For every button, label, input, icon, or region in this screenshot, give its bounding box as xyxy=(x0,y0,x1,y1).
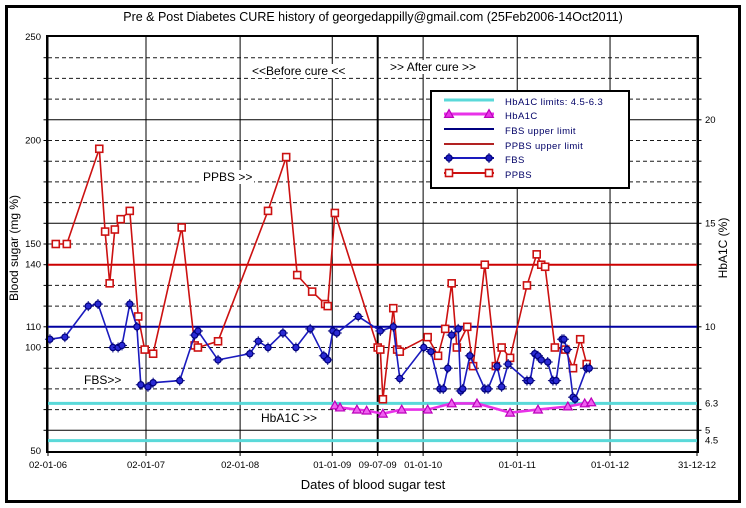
svg-text:02-01-06: 02-01-06 xyxy=(29,460,67,471)
svg-text:01-01-12: 01-01-12 xyxy=(591,460,629,471)
before-cure-annotation: <<Before cure << xyxy=(250,64,348,78)
legend-item-hba1c: HbA1C xyxy=(432,107,628,126)
legend-sample-5 xyxy=(440,166,498,185)
hba1c-pointer-annotation: HbA1C >> xyxy=(259,411,320,425)
svg-text:50: 50 xyxy=(30,446,41,457)
legend-sample-3 xyxy=(440,137,498,156)
y-axis-label-right: HbA1C (%) xyxy=(716,217,730,279)
legend-item-ppbs: PPBS xyxy=(432,168,628,183)
svg-text:250: 250 xyxy=(25,32,41,43)
ppbs-pointer-annotation: PPBS >> xyxy=(201,170,255,184)
legend-sample-0 xyxy=(440,93,498,112)
legend-sample-2 xyxy=(440,122,498,141)
svg-text:02-01-08: 02-01-08 xyxy=(221,460,259,471)
hba1c-series xyxy=(329,396,597,418)
svg-text:02-01-07: 02-01-07 xyxy=(127,460,165,471)
legend-label: HbA1C limits: 4.5-6.3 xyxy=(505,96,604,108)
fbs-pointer-annotation: FBS>> xyxy=(82,373,124,387)
svg-text:10: 10 xyxy=(705,322,716,333)
legend-item-hba1c-limits: HbA1C limits: 4.5-6.3 xyxy=(432,95,628,110)
legend-label: FBS upper limit xyxy=(505,125,576,137)
ppbs-series xyxy=(51,144,591,404)
chart-title: Pre & Post Diabetes CURE history of geor… xyxy=(123,10,623,24)
svg-text:200: 200 xyxy=(25,136,41,147)
svg-text:100: 100 xyxy=(25,343,41,354)
legend-item-ppbs-upper-limit: PPBS upper limit xyxy=(432,139,628,154)
svg-text:15: 15 xyxy=(705,218,716,229)
legend-item-fbs: FBS xyxy=(432,153,628,168)
svg-text:01-01-10: 01-01-10 xyxy=(404,460,442,471)
svg-text:20: 20 xyxy=(705,115,716,126)
svg-text:6.3: 6.3 xyxy=(705,398,718,409)
svg-text:01-01-11: 01-01-11 xyxy=(499,460,536,471)
x-axis-label: Dates of blood sugar test xyxy=(300,477,446,492)
legend-sample-4 xyxy=(440,151,498,170)
fbs-series xyxy=(44,299,595,405)
legend-item-fbs-upper-limit: FBS upper limit xyxy=(432,124,628,139)
svg-text:4.5: 4.5 xyxy=(705,436,718,447)
legend-sample-1 xyxy=(440,107,498,126)
legend-label: PPBS upper limit xyxy=(505,140,584,152)
y-axis-label-left: Blood sugar (mg %) xyxy=(7,194,21,302)
legend-label: HbA1C xyxy=(505,111,538,123)
legend: HbA1C limits: 4.5-6.3 HbA1C FBS upper li… xyxy=(430,90,630,189)
svg-text:31-12-12: 31-12-12 xyxy=(678,460,716,471)
svg-text:150: 150 xyxy=(25,239,41,250)
svg-text:110: 110 xyxy=(26,322,41,333)
after-cure-annotation: >> After cure >> xyxy=(388,60,479,74)
legend-label: PPBS xyxy=(505,169,532,181)
svg-text:09-07-09: 09-07-09 xyxy=(359,460,397,471)
svg-text:01-01-09: 01-01-09 xyxy=(313,460,351,471)
svg-text:5: 5 xyxy=(705,425,710,436)
svg-text:140: 140 xyxy=(25,260,41,271)
legend-label: FBS xyxy=(505,155,525,167)
